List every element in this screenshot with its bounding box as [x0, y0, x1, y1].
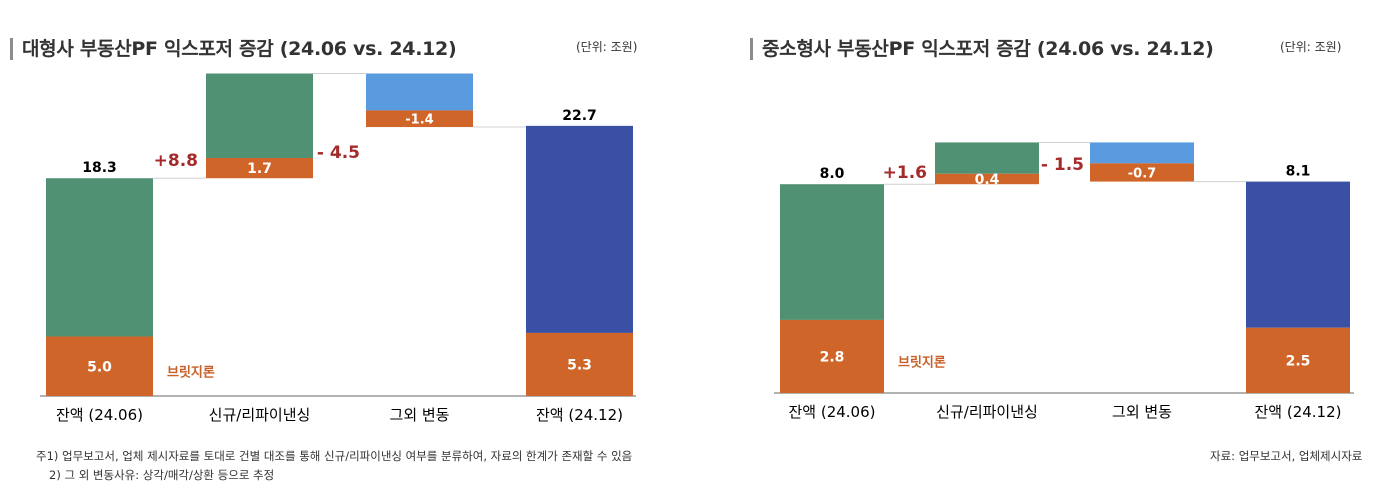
chart-panel-large-firms: 대형사 부동산PF 익스포저 증감 (24.06 vs. 24.12) (단위:…: [10, 38, 638, 482]
category-label: 신규/리파이낸싱: [209, 406, 311, 424]
bar-end-total: [526, 125, 633, 333]
bar-start-bridge: [780, 319, 884, 393]
footnote-2: 2) 그 외 변동사유: 상각/매각/상환 등으로 추정: [49, 468, 275, 482]
data-label-new-bridge: 1.7: [247, 161, 272, 177]
data-label-end-bridge: 5.3: [567, 357, 592, 373]
data-label-end-bridge: 2.5: [1286, 353, 1311, 369]
category-label: 잔액 (24.06): [56, 406, 143, 424]
bar-other-bridge: [366, 110, 473, 128]
footnote-1: 주1) 업무보고서, 업체 제시자료를 토대로 건별 대조를 통해 신규/리파이…: [36, 449, 633, 463]
data-label-start-total: 8.0: [820, 166, 845, 182]
bar-other-change: [1090, 142, 1194, 164]
category-label: 그외 변동: [390, 406, 450, 424]
data-label-end-total: 8.1: [1286, 164, 1311, 180]
data-label-other-bridge: -0.7: [1128, 166, 1156, 181]
bar-start-bridge: [46, 336, 153, 396]
data-label-start-total: 18.3: [82, 160, 117, 176]
bar-end-bridge: [1246, 327, 1350, 393]
bar-end-total: [1246, 181, 1350, 328]
data-label-end-total: 22.7: [562, 108, 597, 124]
title-accent-bar: [10, 38, 13, 60]
source-note: 자료: 업무보고서, 업체제시자료: [1210, 449, 1363, 463]
category-label: 신규/리파이낸싱: [936, 403, 1038, 421]
chart-panel-small-firms: 중소형사 부동산PF 익스포저 증감 (24.06 vs. 24.12) (단위…: [740, 0, 1396, 490]
bridge-loan-label: 브릿지론: [167, 365, 215, 380]
change-label-decrease: - 4.5: [317, 143, 360, 163]
bar-end-bridge: [526, 332, 633, 396]
bar-other-change: [366, 73, 473, 111]
chart-title: 중소형사 부동산PF 익스포저 증감 (24.06 vs. 24.12): [762, 38, 1214, 60]
waterfall-chart-small-firms: 8.0 2.8 브릿지론 0.4 +1.6 -0.7 - 1.5 8.1 2.5 잔액 (24.0…: [774, 141, 1354, 421]
change-label-increase: +1.6: [883, 163, 927, 183]
unit-label: (단위: 조원): [1280, 40, 1342, 54]
bar-new-refinancing: [206, 73, 313, 158]
bar-new-bridge: [935, 173, 1039, 185]
bar-new-refinancing: [935, 142, 1039, 174]
change-label-increase: +8.8: [154, 151, 198, 171]
waterfall-chart-large-firms: 18.3 5.0 브릿지론 1.7 +8.8 -1.4 - 4.5 22.7 5.3 잔액 (24…: [40, 73, 636, 424]
data-label-start-bridge: 2.8: [820, 349, 845, 365]
category-label: 잔액 (24.12): [536, 406, 623, 424]
category-label: 잔액 (24.06): [788, 403, 875, 421]
data-label-new-bridge: 0.4: [975, 172, 1000, 188]
data-label-other-bridge: -1.4: [405, 113, 433, 128]
category-label: 그외 변동: [1112, 403, 1172, 421]
bar-other-bridge: [1090, 163, 1194, 182]
title-accent-bar: [750, 38, 753, 60]
bar-new-bridge: [206, 158, 313, 179]
chart-title: 대형사 부동산PF 익스포저 증감 (24.06 vs. 24.12): [22, 38, 457, 60]
bar-start-total: [780, 184, 884, 320]
category-label: 잔액 (24.12): [1254, 403, 1341, 421]
change-label-decrease: - 1.5: [1041, 155, 1084, 175]
unit-label: (단위: 조원): [576, 40, 638, 54]
bar-start-total: [46, 178, 153, 337]
bridge-loan-label: 브릿지론: [898, 355, 946, 370]
data-label-start-bridge: 5.0: [87, 359, 112, 375]
